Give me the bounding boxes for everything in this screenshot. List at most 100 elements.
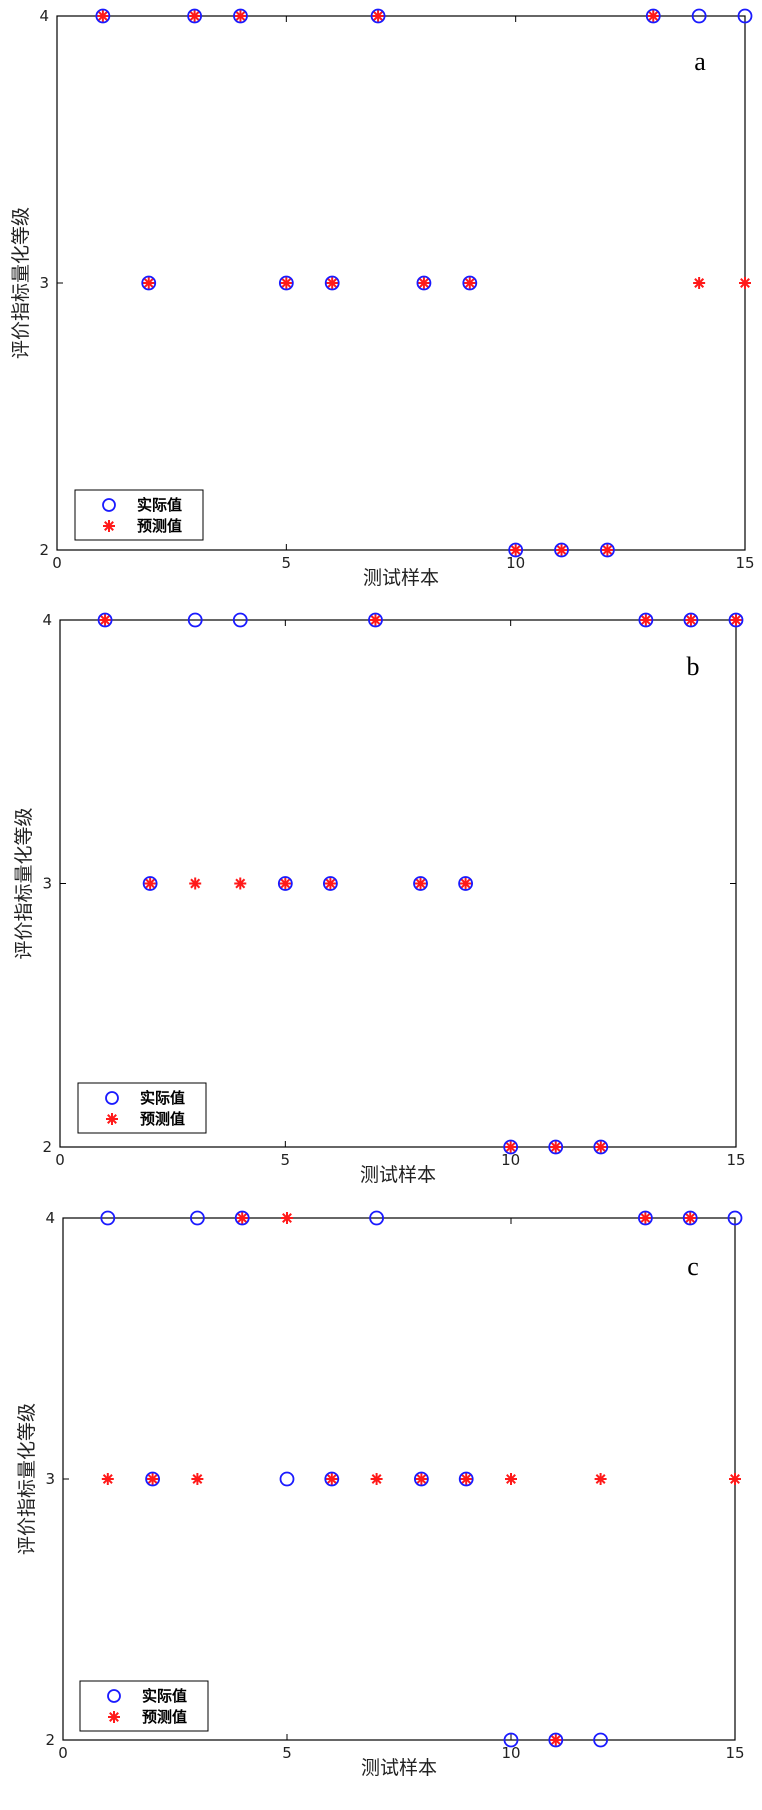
predicted-point (191, 1473, 204, 1485)
predicted-point (189, 877, 202, 890)
predicted-point (188, 10, 201, 22)
predicted-point (281, 1212, 293, 1224)
x-tick-label: 5 (282, 554, 292, 572)
x-tick-label: 10 (501, 1744, 520, 1762)
actual-point (324, 275, 340, 291)
asterisk-stroke (415, 878, 426, 889)
asterisk-stroke (460, 878, 471, 889)
actual-point (508, 542, 524, 558)
legend-box (79, 1680, 209, 1732)
asterisk-stroke (97, 11, 108, 21)
legend-actual-label: 实际值 (137, 496, 182, 514)
actual-point (593, 1139, 609, 1155)
predicted-point (369, 614, 382, 626)
actual-point (369, 1210, 385, 1226)
legend-actual-marker (107, 1689, 121, 1703)
legend-actual-marker (102, 498, 116, 512)
y-axis-title: 评价指标量化等级 (10, 207, 32, 359)
asterisk-stroke (740, 278, 750, 288)
actual-point (728, 612, 744, 628)
legend-predicted-marker (106, 1113, 118, 1125)
predicted-point (234, 10, 247, 22)
actual-point (97, 612, 113, 628)
predicted-point (325, 1473, 338, 1485)
predicted-point (417, 277, 430, 289)
predicted-point (236, 1212, 249, 1224)
legend-box (74, 489, 204, 541)
asterisk-stroke (145, 878, 156, 889)
y-tick-label: 2 (45, 1731, 55, 1749)
asterisk-stroke (505, 1142, 516, 1152)
x-axis-title: 测试样本 (360, 1164, 436, 1186)
predicted-point (504, 1141, 517, 1153)
x-tick-label: 0 (58, 1744, 68, 1762)
predicted-point (280, 277, 293, 289)
actual-point (503, 1139, 519, 1155)
legend-actual-label: 实际值 (140, 1089, 185, 1107)
asterisk-stroke (640, 1213, 651, 1223)
y-axis-title: 评价指标量化等级 (13, 807, 35, 959)
actual-point (187, 612, 203, 628)
actual-point (324, 1471, 340, 1487)
predicted-point (505, 1473, 517, 1485)
actual-point (187, 8, 203, 24)
y-tick-label: 3 (42, 875, 52, 893)
y-tick-label: 4 (39, 7, 49, 25)
actual-point (142, 876, 158, 891)
actual-point (638, 1210, 653, 1226)
actual-point (554, 542, 569, 558)
asterisk-stroke (694, 278, 705, 288)
predicted-point (101, 1473, 114, 1485)
y-tick-label: 4 (42, 611, 52, 629)
actual-point (95, 8, 111, 24)
x-tick-label: 0 (52, 554, 62, 572)
actual-point (322, 876, 338, 891)
asterisk-stroke (550, 1735, 561, 1745)
x-tick-label: 10 (506, 554, 525, 572)
actual-point (277, 876, 293, 891)
predicted-point (730, 614, 742, 626)
predicted-point (96, 10, 109, 22)
asterisk-stroke (506, 1474, 516, 1484)
x-tick-label: 15 (726, 1151, 745, 1169)
y-tick-label: 3 (45, 1470, 55, 1488)
actual-point (462, 275, 478, 291)
predicted-point (372, 10, 385, 22)
x-axis-title: 测试样本 (363, 567, 439, 589)
actual-point (458, 1471, 474, 1487)
asterisk-stroke (373, 11, 384, 21)
y-tick-label: 4 (45, 1209, 55, 1227)
asterisk-stroke (730, 1474, 740, 1484)
predicted-point (324, 877, 337, 890)
y-axis-title: 评价指标量化等级 (16, 1403, 38, 1555)
legend-predicted-label: 预测值 (142, 1708, 187, 1726)
legend-predicted-label: 预测值 (137, 517, 182, 535)
predicted-point (370, 1473, 383, 1485)
asterisk-stroke (100, 615, 111, 625)
x-tick-label: 0 (55, 1151, 65, 1169)
asterisk-stroke (648, 11, 659, 21)
legend-actual-marker (105, 1091, 119, 1105)
actual-point (100, 1210, 116, 1226)
asterisk-stroke (147, 1474, 158, 1484)
predicted-point (415, 1473, 428, 1485)
asterisk-stroke (235, 878, 246, 889)
asterisk-stroke (192, 1474, 203, 1484)
predicted-point (509, 544, 522, 556)
x-axis-title: 测试样本 (361, 1757, 437, 1779)
actual-point (413, 876, 428, 891)
legend-predicted-marker (103, 520, 115, 532)
asterisk-stroke (416, 1474, 427, 1484)
asterisk-stroke (685, 1213, 696, 1223)
asterisk-stroke (282, 1213, 292, 1223)
actual-point (727, 1210, 743, 1226)
asterisk-stroke (281, 278, 292, 288)
asterisk-stroke (556, 545, 567, 555)
asterisk-stroke (550, 1142, 561, 1152)
predicted-point (729, 1473, 741, 1485)
